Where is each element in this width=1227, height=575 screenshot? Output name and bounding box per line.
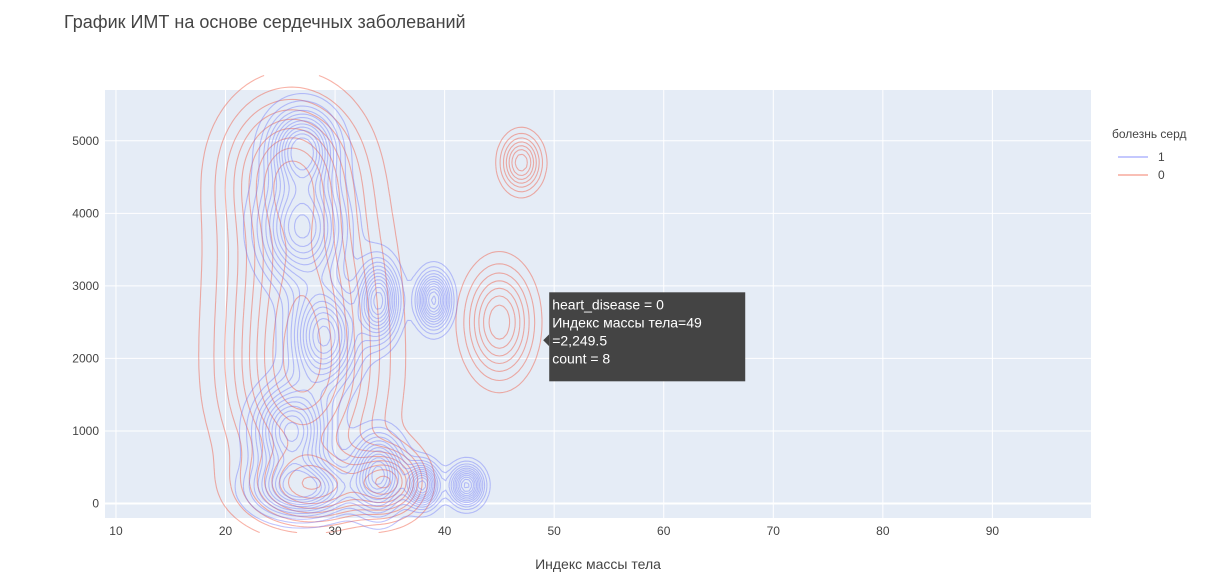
contour-line [253,109,484,517]
tooltip-line: =2,249.5 [552,332,607,348]
contour-line [268,123,478,508]
contour-line [198,74,548,534]
x-tick-label: 60 [657,524,671,538]
y-tick-label: 1000 [72,424,99,438]
contour-line [271,126,476,505]
contour-line [234,92,491,530]
x-tick-label: 80 [876,524,890,538]
contour-line [282,137,470,498]
contour-series-0[interactable] [198,74,548,534]
contour-line [241,118,535,518]
contour-line [224,98,540,528]
contour-line [257,113,482,515]
contour-line [278,133,473,501]
legend-label: 0 [1158,168,1165,182]
contour-line [213,86,544,534]
x-axis-ticks: 10 20 30 40 50 60 70 80 90 [109,524,999,538]
x-tick-label: 10 [109,524,123,538]
contour-line [282,295,391,490]
x-tick-label: 30 [328,524,342,538]
contour-line [274,129,474,503]
y-axis-ticks: 0 1000 2000 3000 4000 5000 [72,134,99,511]
tooltip-line: heart_disease = 0 [552,296,664,312]
y-tick-label: 5000 [72,134,99,148]
legend-item-1[interactable]: 1 [1118,150,1165,164]
contour-series-1[interactable] [234,92,491,530]
tooltip-pointer [543,334,550,347]
contour-line [248,127,532,514]
contour-line [263,147,403,505]
contour-line [255,137,528,509]
tooltip-line: count = 8 [552,350,610,366]
legend-item-0[interactable]: 0 [1118,168,1165,182]
tooltip-box [549,292,746,382]
contour-line [261,117,481,512]
chart-title: График ИМТ на основе сердечных заболеван… [64,12,466,32]
hover-tooltip: heart_disease = 0 Индекс массы тела=49 =2,… [543,292,746,382]
y-tick-label: 2000 [72,351,99,365]
legend-label: 1 [1158,150,1165,164]
contour-line [242,100,488,524]
x-axis-title: Индекс массы тела [535,556,661,572]
y-tick-label: 3000 [72,279,99,293]
x-tick-label: 20 [219,524,233,538]
x-tick-label: 70 [767,524,781,538]
y-tick-label: 0 [92,496,99,510]
x-tick-label: 40 [438,524,452,538]
contour-line [233,109,537,523]
tooltip-line: Индекс массы тела=49 [552,314,702,330]
contour-traces[interactable] [198,74,548,534]
contour-line [272,160,398,499]
legend[interactable]: болезнь серд 1 0 [1112,127,1186,182]
y-tick-label: 4000 [72,206,99,220]
x-tick-label: 90 [986,524,1000,538]
x-tick-label: 50 [547,524,561,538]
legend-title: болезнь серд [1112,127,1186,141]
contour-line [248,105,486,520]
contour-line [264,120,479,510]
